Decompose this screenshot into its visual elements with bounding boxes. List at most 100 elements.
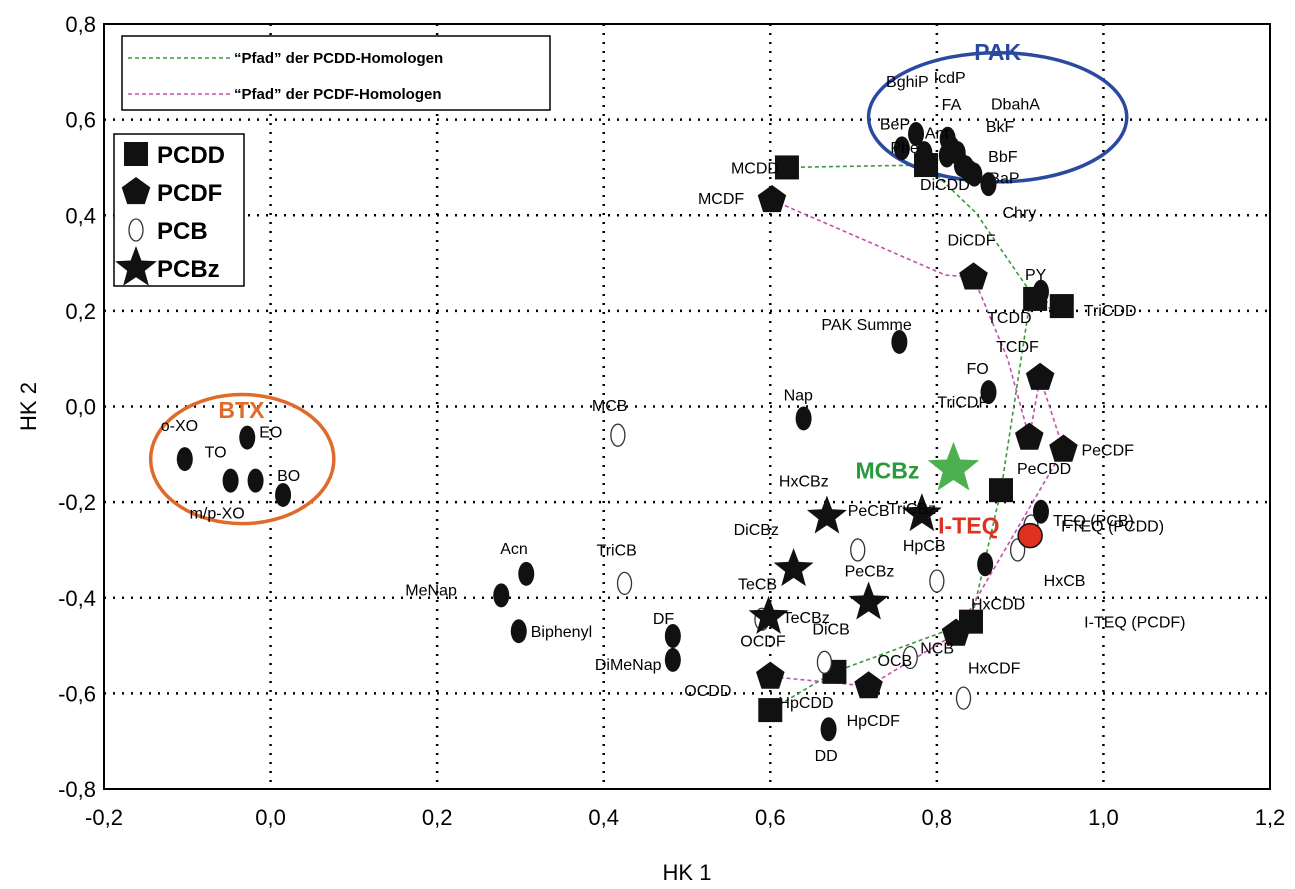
label-dicbz: DiCBz — [734, 522, 779, 539]
y-tick-label: -0,8 — [58, 777, 96, 802]
point-to — [222, 468, 239, 493]
label-to: TO — [205, 445, 227, 462]
point-mcdf — [757, 185, 787, 213]
x-axis-label: HK 1 — [663, 860, 712, 885]
point-dimenap — [664, 647, 681, 672]
label-dbaha: DbahA — [991, 96, 1040, 113]
plot-frame — [103, 23, 1271, 790]
x-tick-label: 0,8 — [922, 805, 953, 830]
point-biphenyl — [510, 619, 527, 644]
point-tcdf — [1025, 362, 1055, 390]
label-mcbz: MCBz — [856, 458, 920, 484]
y-tick-label: 0,8 — [65, 12, 96, 37]
point-bo — [275, 482, 292, 507]
label-pecdf: PeCDF — [1081, 443, 1134, 460]
label-ncb: NCB — [920, 641, 954, 658]
point-acn — [518, 561, 535, 586]
point-tricb — [616, 571, 633, 596]
point-fo — [980, 380, 997, 405]
point-hpcdf — [854, 671, 883, 699]
point-ocdd — [758, 698, 783, 723]
y-tick-label: -0,4 — [58, 586, 96, 611]
point-m-p-xo — [247, 468, 264, 493]
x-tick-label: 1,0 — [1088, 805, 1119, 830]
label-pecdd: PeCDD — [1017, 461, 1071, 478]
point-hxcbz — [806, 495, 847, 534]
label-hxcb: HxCB — [1044, 573, 1086, 590]
point-tricdf — [1015, 422, 1044, 450]
legend-pentagon-icon — [121, 177, 151, 205]
point-nap — [795, 406, 812, 431]
y-axis-label: HK 2 — [16, 382, 41, 431]
cluster-btx-label: BTX — [218, 397, 265, 423]
label-fo: FO — [966, 361, 988, 378]
legend-marker-label: PCDF — [157, 180, 222, 207]
label-dimenap: DiMeNap — [595, 657, 662, 674]
point-tricbz — [901, 493, 942, 532]
label-bkf: BkF — [986, 119, 1015, 136]
y-tick-label: 0,6 — [65, 108, 96, 133]
point-pak-summe — [891, 329, 908, 354]
label-bep: BeP — [880, 116, 910, 133]
y-tick-label: 0,4 — [65, 203, 96, 228]
label-py: PY — [1025, 267, 1047, 284]
label-bbf: BbF — [988, 149, 1018, 166]
cluster-pak-label: PAK — [974, 39, 1021, 65]
label-pecb: PeCB — [848, 503, 890, 520]
label-acn: Acn — [500, 541, 528, 558]
label-dicdf: DiCDF — [948, 232, 996, 249]
point-hxcdf — [941, 618, 971, 646]
x-tick-label: 0,0 — [255, 805, 286, 830]
x-tick-label: -0,2 — [85, 805, 123, 830]
label-nap: Nap — [784, 387, 813, 404]
label-pecbz: PeCBz — [845, 564, 895, 581]
point-ocdf — [756, 661, 785, 689]
y-tick-label: -0,2 — [58, 490, 96, 515]
cluster-ellipses: PAK BTX — [148, 39, 1129, 526]
cluster-pak-ellipse — [866, 50, 1129, 184]
label-dd: DD — [815, 748, 838, 765]
point-ocb — [955, 686, 972, 710]
point-baa — [943, 136, 960, 161]
legend: “Pfad” der PCDD-Homologen “Pfad” der PCDF… — [113, 35, 551, 287]
point-i-teq — [1017, 522, 1043, 549]
label-ocdd: OCDD — [684, 683, 731, 700]
axes: -0,2 0,0 0,2 0,4 0,6 0,8 1,0 1,2 -0,8 -0,6 -0,4 -0,… — [16, 12, 1285, 885]
label-hpcdf: HpCDF — [847, 713, 901, 730]
legend-path-box — [121, 35, 551, 111]
grid — [104, 24, 1270, 789]
legend-marker-label: PCBz — [157, 256, 220, 283]
label-tricdf: TriCDF — [937, 395, 988, 412]
point-chry — [980, 172, 997, 197]
point-pecbz — [848, 581, 889, 620]
label-tcdf: TCDF — [996, 339, 1039, 356]
x-tick-label: 0,2 — [422, 805, 453, 830]
label-icdp: IcdP — [934, 70, 966, 87]
point-pecb — [850, 538, 866, 562]
label-m-p-xo: m/p-XO — [190, 506, 245, 523]
label-tcdd: TCDD — [987, 310, 1031, 327]
point-i-teq-pcdf — [977, 552, 994, 577]
legend-marker-label: PCB — [157, 218, 208, 245]
label-ocb: OCB — [878, 653, 913, 670]
point-bap — [966, 162, 983, 187]
label-dicdd: DiCDD — [920, 177, 970, 194]
point-df — [664, 624, 681, 648]
point-tricdd — [1049, 294, 1074, 319]
data-points: MCDD DiCDD TCDD TriCDD PeCDD HxCDD HpCDD OCDD MC… — [161, 70, 1186, 765]
label-tecb: TeCB — [738, 576, 777, 593]
label-tecbz: TeCBz — [783, 610, 830, 627]
point-phe — [916, 141, 933, 166]
label-ant: Ant — [925, 125, 950, 142]
label-i-teq-pcdd: I-TEQ (PCDD) — [1061, 519, 1164, 536]
point-ncb — [902, 645, 918, 670]
label-biphenyl: Biphenyl — [531, 624, 592, 641]
legend-open-ellipse-icon — [128, 218, 144, 242]
point-pecdf — [1049, 434, 1078, 462]
point-dicdf — [959, 262, 988, 290]
point-dicb — [816, 650, 833, 674]
label-i-teq-pcdf: I-TEQ (PCDF) — [1084, 614, 1185, 631]
label-mcdd: MCDD — [731, 160, 779, 177]
label-tricdd: TriCDD — [1084, 303, 1137, 320]
